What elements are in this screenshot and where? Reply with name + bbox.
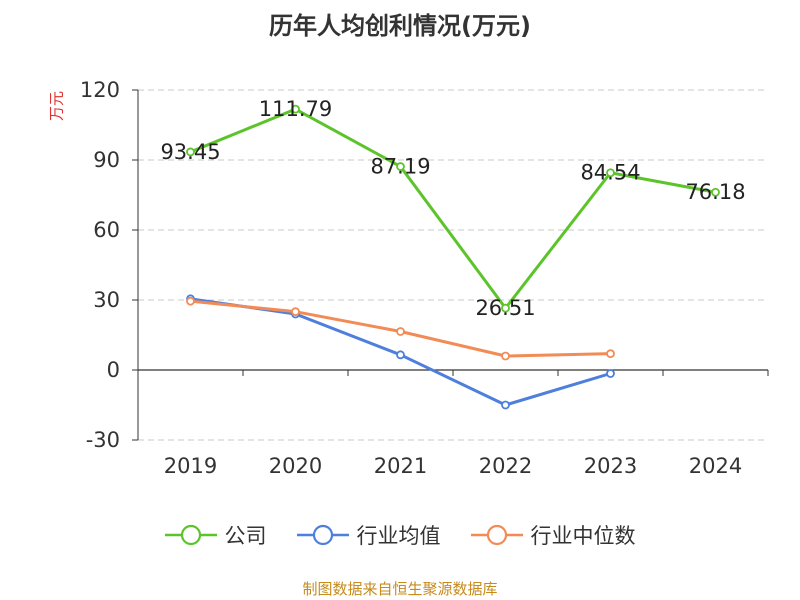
y-tick-label: 120 xyxy=(80,78,120,102)
data-point xyxy=(606,168,615,178)
source-note: 制图数据来自恒生聚源数据库 xyxy=(302,580,498,598)
series-line xyxy=(189,107,716,310)
x-tick-label: 2019 xyxy=(164,454,217,478)
data-point xyxy=(501,303,510,313)
data-point xyxy=(606,349,615,359)
data-point xyxy=(711,187,720,197)
x-tick-label: 2024 xyxy=(689,454,742,478)
data-label: 84.54 xyxy=(580,161,640,185)
legend-swatch xyxy=(470,524,523,546)
y-tick-label: 60 xyxy=(93,218,120,242)
data-point xyxy=(291,307,300,317)
data-point xyxy=(396,327,405,336)
legend-label: 行业中位数 xyxy=(530,524,636,548)
legend-label: 行业均值 xyxy=(356,524,441,548)
data-point xyxy=(396,350,405,360)
legend-item[interactable]: 公司 xyxy=(164,520,267,550)
legend-item[interactable]: 行业中位数 xyxy=(470,520,636,550)
data-point xyxy=(606,369,615,378)
y-tick-label: -30 xyxy=(86,428,120,452)
data-label: 26.51 xyxy=(475,296,535,320)
y-tick-label: 30 xyxy=(93,288,120,312)
legend-item[interactable]: 行业均值 xyxy=(296,520,441,550)
data-label: 76.18 xyxy=(685,180,745,204)
y-tick-label: 90 xyxy=(93,148,120,172)
data-point xyxy=(501,351,510,361)
x-tick-label: 2022 xyxy=(479,454,532,478)
chart-title: 历年人均创利情况(万元) xyxy=(269,12,531,40)
data-label: 111.79 xyxy=(259,97,332,121)
legend-swatch xyxy=(164,524,217,546)
x-tick-label: 2021 xyxy=(374,454,427,478)
data-point xyxy=(291,104,300,114)
data-point xyxy=(186,296,195,306)
x-tick-label: 2020 xyxy=(269,454,322,478)
data-point xyxy=(501,400,510,410)
legend-swatch xyxy=(296,524,349,546)
data-label: 87.19 xyxy=(370,155,430,179)
data-label: 93.45 xyxy=(160,140,220,164)
data-point xyxy=(396,162,405,171)
x-tick-label: 2023 xyxy=(584,454,637,478)
legend: 公司 行业均值 行业中位数 xyxy=(0,520,800,550)
data-point xyxy=(186,147,195,157)
y-tick-label: 0 xyxy=(107,358,120,382)
legend-label: 公司 xyxy=(224,524,267,548)
